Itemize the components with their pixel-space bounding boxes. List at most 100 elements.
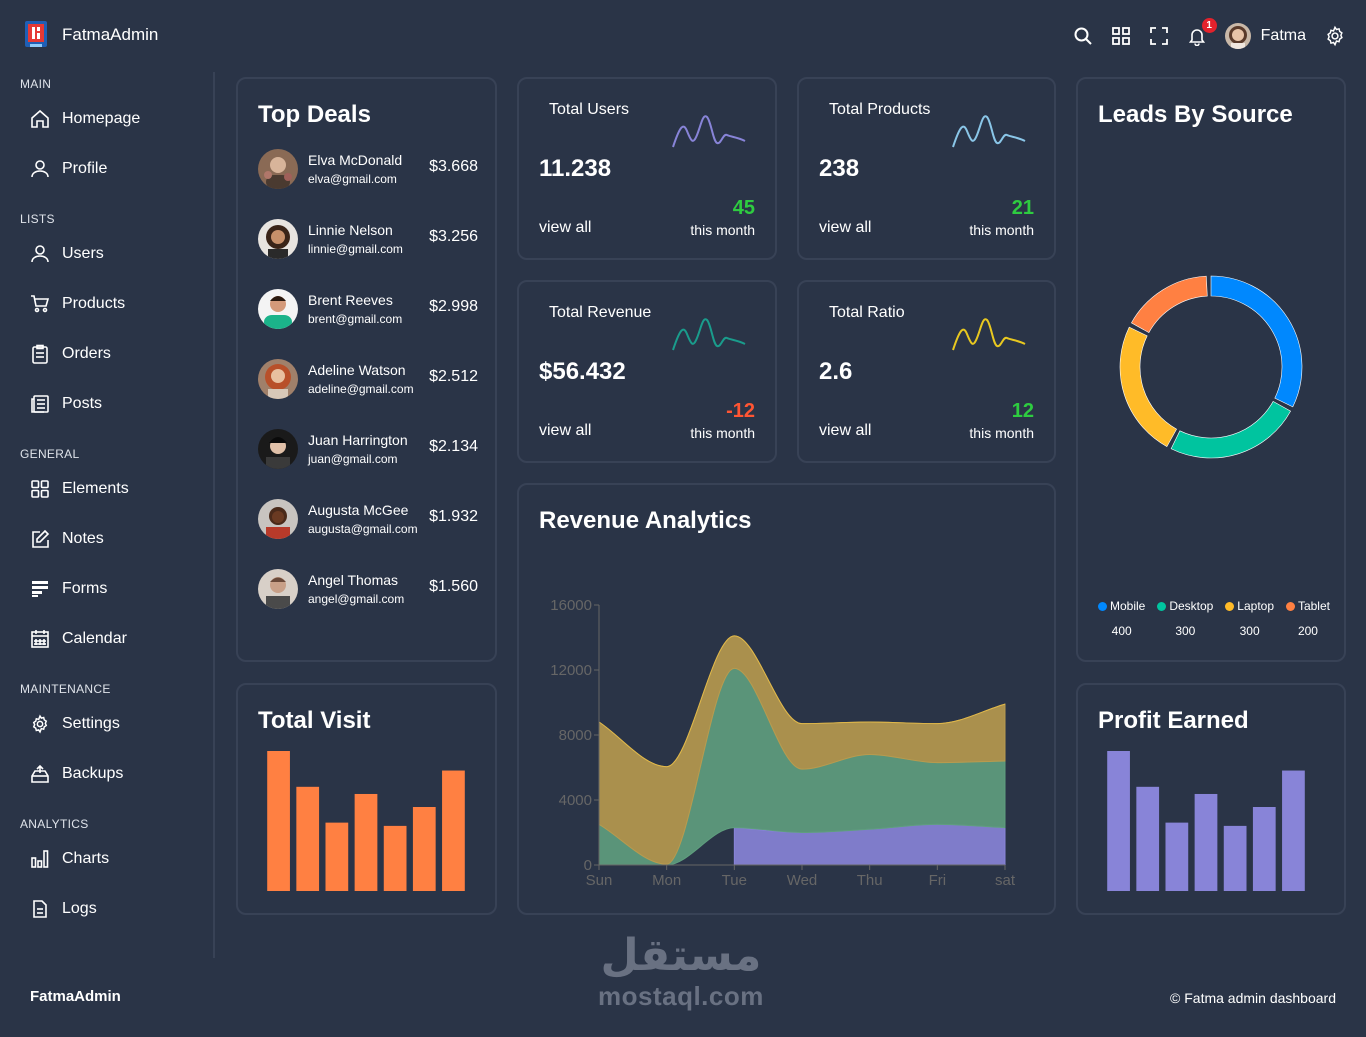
posts-icon xyxy=(31,395,49,413)
list-item[interactable]: Juan Harrington juan@gmail.com $2.134 xyxy=(258,427,478,471)
deal-amount: $2.512 xyxy=(429,368,478,385)
stat-duration: this month xyxy=(969,425,1034,441)
view-all-link[interactable]: view all xyxy=(539,219,592,236)
backup-icon xyxy=(31,764,49,783)
sidebar-item-label: Backups xyxy=(62,765,124,782)
sidebar-item-homepage[interactable]: Homepage xyxy=(0,94,213,144)
stat-value: 11.238 xyxy=(539,155,612,182)
deal-email: augusta@gmail.com xyxy=(308,522,418,536)
x-tick-label: Mon xyxy=(652,872,681,889)
user-menu[interactable]: Fatma xyxy=(1224,23,1306,49)
view-all-link[interactable]: view all xyxy=(819,422,872,439)
sidebar-item-orders[interactable]: Orders xyxy=(0,329,213,379)
legend-label: Mobile xyxy=(1110,599,1146,613)
sidebar-item-posts[interactable]: Posts xyxy=(0,379,213,429)
total-visit-chart xyxy=(267,751,465,891)
avatar xyxy=(258,289,298,329)
bar xyxy=(1282,770,1305,891)
fullscreen-icon[interactable] xyxy=(1149,26,1169,46)
deal-email: angel@gmail.com xyxy=(308,592,405,606)
watermark: مستقل mostaql.com xyxy=(598,930,764,1010)
bar xyxy=(296,786,320,891)
document-icon xyxy=(33,900,47,918)
bar xyxy=(354,793,378,891)
view-all-link[interactable]: view all xyxy=(819,219,872,236)
gear-icon[interactable] xyxy=(1324,25,1346,47)
sidebar-item-label: Products xyxy=(62,295,126,312)
leads-title: Leads By Source xyxy=(1098,101,1293,128)
sidebar-item-logs[interactable]: Logs xyxy=(0,884,213,934)
legend-dot xyxy=(1225,601,1235,611)
sidebar-item-charts[interactable]: Charts xyxy=(0,834,213,884)
legend-item-laptop: Laptop 300 xyxy=(1225,599,1274,638)
sidebar-item-calendar[interactable]: Calendar xyxy=(0,614,213,664)
stat-percentage: -12 xyxy=(726,400,755,422)
list-item[interactable]: Linnie Nelson linnie@gmail.com $3.256 xyxy=(258,217,478,261)
stat-value: 2.6 xyxy=(819,358,853,385)
deal-amount: $2.134 xyxy=(429,438,478,455)
footer-copyright: © Fatma admin dashboard xyxy=(1170,990,1336,1006)
legend-dot xyxy=(1285,601,1295,611)
top-deals-box: Top Deals Elva McDonald elva@gmail.com $3… xyxy=(236,77,497,662)
sidebar-item-label: Settings xyxy=(62,715,120,732)
notifications[interactable]: 1 xyxy=(1187,18,1217,46)
list-item[interactable]: Angel Thomas angel@gmail.com $1.560 xyxy=(258,567,478,611)
legend-dot xyxy=(1098,601,1107,611)
list-item[interactable]: Augusta McGee augusta@gmail.com $1.932 xyxy=(258,497,478,541)
deal-name: Adeline Watson xyxy=(308,362,406,378)
total-revenue-box: Total Revenue $56.432 view all -12 this … xyxy=(517,280,777,463)
sidebar-item-label: Elements xyxy=(62,480,129,497)
bar xyxy=(325,822,349,891)
sidebar-item-settings[interactable]: Settings xyxy=(0,699,213,749)
list-item[interactable]: Adeline Watson adeline@gmail.com $2.512 xyxy=(258,357,478,401)
x-tick-label: Tue xyxy=(722,872,747,889)
sidebar-item-label: Users xyxy=(62,245,104,262)
y-tick-label: 0 xyxy=(584,857,592,874)
view-all-link[interactable]: view all xyxy=(539,422,592,439)
sidebar-item-label: Homepage xyxy=(62,110,141,127)
deal-amount: $3.668 xyxy=(429,158,478,175)
clipboard-icon xyxy=(32,344,48,364)
deal-name: Augusta McGee xyxy=(308,502,409,518)
deal-email: adeline@gmail.com xyxy=(308,382,414,396)
footer-brand: FatmaAdmin xyxy=(30,988,121,1005)
deal-email: juan@gmail.com xyxy=(308,452,398,466)
search-icon[interactable] xyxy=(1073,26,1093,46)
sidebar-item-label: Calendar xyxy=(62,630,127,647)
deal-name: Linnie Nelson xyxy=(308,222,393,238)
sidebar-item-profile[interactable]: Profile xyxy=(0,144,213,194)
list-item[interactable]: Elva McDonald elva@gmail.com $3.668 xyxy=(258,147,478,191)
sidebar-item-notes[interactable]: Notes xyxy=(0,514,213,564)
stat-duration: this month xyxy=(690,425,755,441)
sidebar-item-forms[interactable]: Forms xyxy=(0,564,213,614)
profit-earned-chart xyxy=(1107,751,1305,891)
logo-icon xyxy=(25,21,47,47)
deal-name: Angel Thomas xyxy=(308,572,399,588)
list-item[interactable]: Brent Reeves brent@gmail.com $2.998 xyxy=(258,287,478,331)
sidebar-item-users[interactable]: Users xyxy=(0,229,213,279)
brand[interactable]: FatmaAdmin xyxy=(24,20,158,50)
deal-email: linnie@gmail.com xyxy=(308,242,403,256)
total-visit-box: Total Visit xyxy=(236,683,497,915)
sidebar-item-label: Logs xyxy=(62,900,97,917)
x-tick-label: Thu xyxy=(857,872,883,889)
legend-label: Tablet xyxy=(1297,599,1330,613)
bar xyxy=(442,770,465,891)
total-products-box: Total Products 238 view all 21 this mont… xyxy=(797,77,1056,260)
stat-value: $56.432 xyxy=(539,358,626,385)
sidebar-item-label: Charts xyxy=(62,850,110,867)
sidebar-item-backups[interactable]: Backups xyxy=(0,749,213,799)
legend-value: 300 xyxy=(1175,624,1196,638)
sidebar-item-elements[interactable]: Elements xyxy=(0,464,213,514)
sidebar-item-products[interactable]: Products xyxy=(0,279,213,329)
apps-icon[interactable] xyxy=(1111,26,1131,46)
stat-title: Total Users xyxy=(549,101,630,118)
legend-item-tablet: Tablet 200 xyxy=(1285,599,1330,638)
avatar xyxy=(258,359,298,399)
x-tick-label: Wed xyxy=(787,872,818,889)
pie-slice-mobile xyxy=(1210,275,1303,408)
x-tick-label: Sun xyxy=(586,872,613,889)
legend-item-mobile: Mobile 400 xyxy=(1098,599,1145,638)
users-sparkline xyxy=(672,115,746,148)
notification-badge: 1 xyxy=(1201,18,1217,33)
